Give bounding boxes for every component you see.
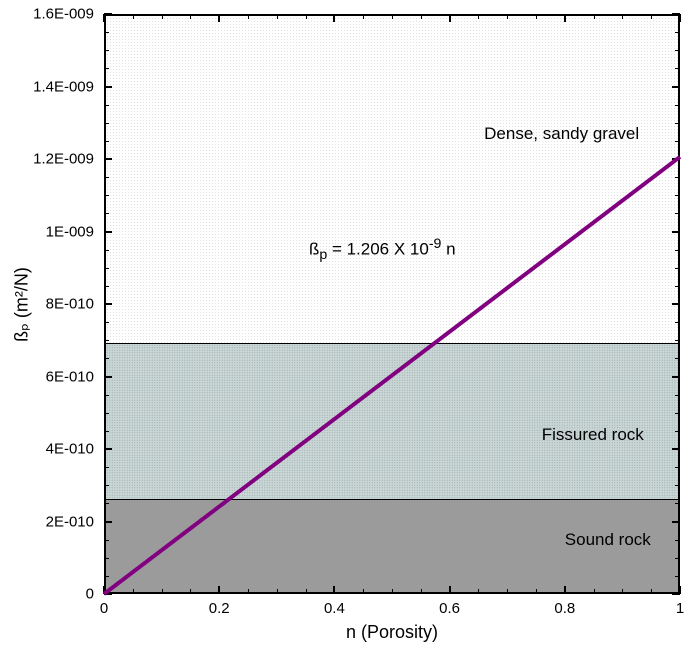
x-tick-label: 0.2	[209, 600, 230, 617]
y-axis-label: ßₚ (m²/N)	[12, 265, 33, 345]
region-label-fissured-rock: Fissured rock	[542, 425, 644, 445]
equation-annotation: ßp = 1.206 X 10-9 n	[309, 236, 456, 263]
x-axis-label: n (Porosity)	[104, 622, 680, 643]
y-tick-label: 1.2E-009	[0, 151, 94, 168]
region-label-dense-sandy-gravel: Dense, sandy gravel	[484, 124, 639, 144]
y-tick-label: 6E-010	[0, 368, 94, 385]
y-tick-label: 1.6E-009	[0, 6, 94, 23]
region-label-sound-rock: Sound rock	[565, 530, 651, 550]
x-tick-label: 0	[100, 600, 108, 617]
x-tick-label: 0.8	[554, 600, 575, 617]
y-tick-label: 1E-009	[0, 223, 94, 240]
compressibility-porosity-chart: 02E-0104E-0106E-0108E-0101E-0091.2E-0091…	[0, 0, 696, 653]
x-tick-label: 0.6	[439, 600, 460, 617]
y-tick-label: 0	[0, 586, 94, 603]
x-tick-label: 1	[676, 600, 684, 617]
y-tick-label: 1.4E-009	[0, 78, 94, 95]
x-tick-label: 0.4	[324, 600, 345, 617]
y-tick-label: 4E-010	[0, 441, 94, 458]
plot-area	[104, 14, 680, 594]
y-tick-label: 2E-010	[0, 513, 94, 530]
